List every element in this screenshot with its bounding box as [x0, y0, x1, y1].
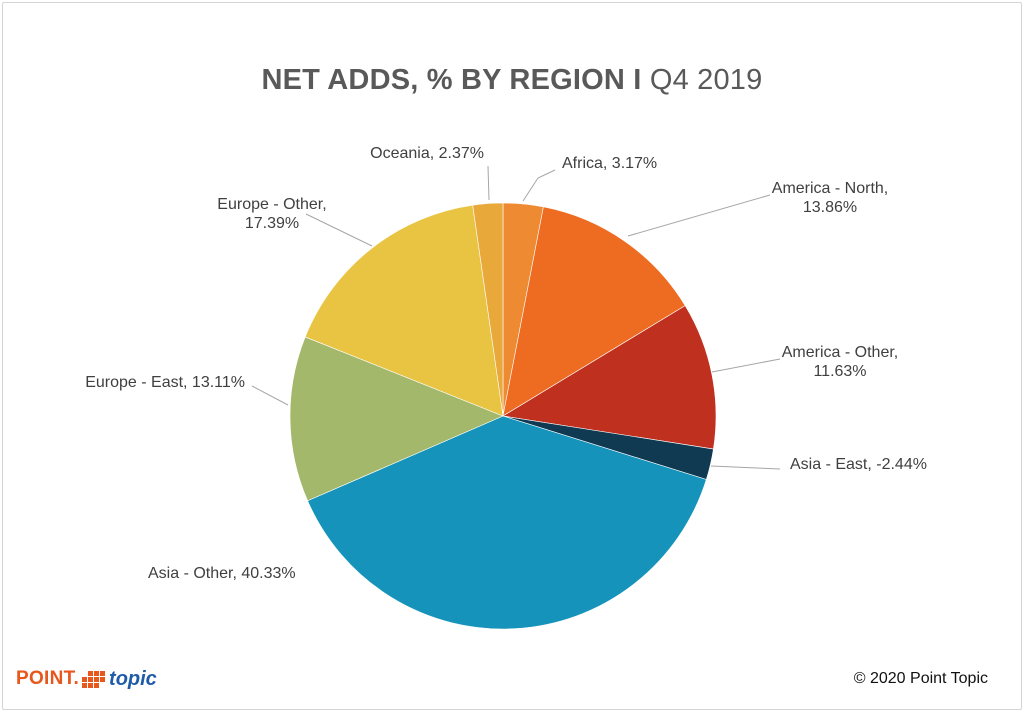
copyright-notice: © 2020 Point Topic: [853, 670, 988, 687]
pie-slice-america-north: [502, 206, 686, 417]
slice-label-america-north: America - North, 13.86%: [772, 180, 888, 216]
logo-dots-icon: [82, 670, 106, 688]
pie-slice-europe-east: [289, 336, 504, 502]
logo-word-point: POINT.: [16, 668, 80, 689]
logo-word-topic: topic: [109, 667, 157, 690]
pie-slice-asia-other: [307, 415, 707, 630]
leader-line: [710, 465, 781, 470]
pie-slice-europe-other: [304, 204, 504, 417]
slice-label-africa: Africa, 3.17%: [562, 155, 657, 172]
chart-title-period: Q4 2019: [649, 64, 763, 96]
slice-label-oceania: Oceania, 2.37%: [370, 145, 484, 162]
point-topic-logo: POINT. topic: [16, 668, 157, 690]
pie-slice-america-other: [502, 305, 717, 450]
slice-label-europe-other: Europe - Other, 17.39%: [217, 196, 326, 232]
chart-title: NET ADDS, % BY REGION I Q4 2019: [0, 64, 1024, 97]
leader-line: [627, 194, 771, 237]
slice-label-america-other: America - Other, 11.63%: [782, 344, 898, 380]
pie-slice-oceania: [472, 202, 504, 417]
slice-label-asia-other: Asia - Other, 40.33%: [148, 565, 296, 582]
leader-line: [522, 169, 556, 202]
leader-line: [251, 385, 289, 406]
slice-label-asia-east: Asia - East, -2.44%: [790, 456, 927, 473]
leader-line: [305, 213, 373, 247]
leader-line: [711, 358, 781, 373]
chart-title-main: NET ADDS, % BY REGION I: [261, 64, 642, 96]
leader-line: [487, 165, 490, 201]
slice-label-europe-east: Europe - East, 13.11%: [85, 374, 245, 391]
